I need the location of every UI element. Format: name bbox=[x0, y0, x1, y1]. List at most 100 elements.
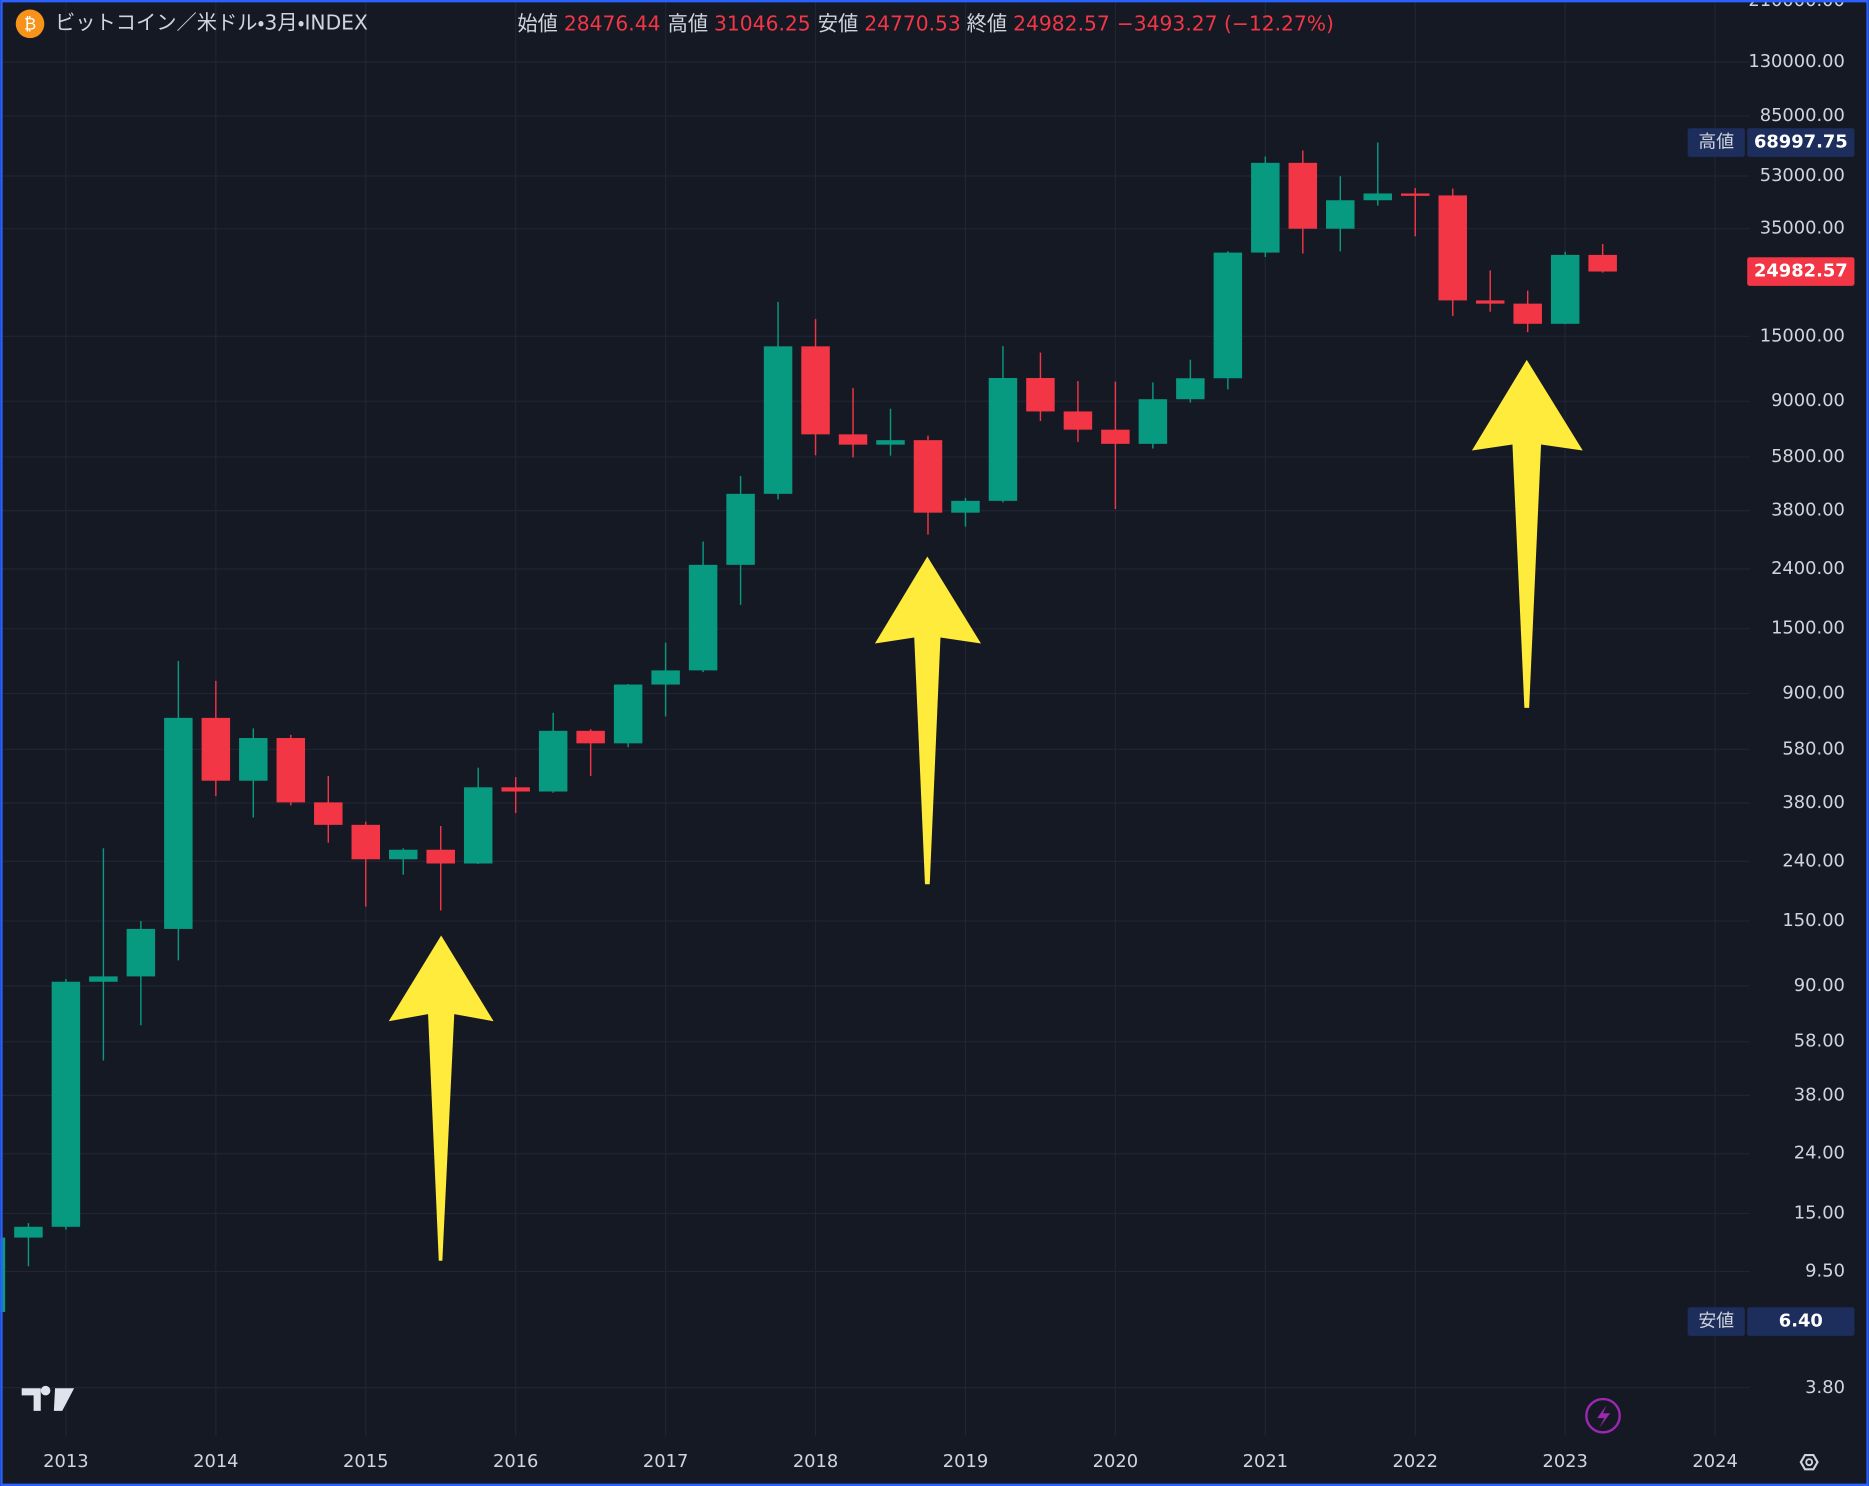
candle-body bbox=[1101, 429, 1130, 444]
candle-body bbox=[239, 738, 268, 781]
x-tick-label: 2013 bbox=[43, 1451, 88, 1472]
y-tick-label: 9000.00 bbox=[1771, 390, 1845, 411]
candle-body bbox=[988, 378, 1018, 501]
candle-body bbox=[763, 346, 793, 494]
candle-body bbox=[913, 440, 943, 513]
candle-body bbox=[164, 717, 193, 929]
candle-body bbox=[726, 493, 755, 565]
candle-body bbox=[1326, 200, 1355, 229]
y-tick-label: 24.00 bbox=[1794, 1143, 1845, 1164]
candle-body bbox=[1288, 162, 1318, 229]
lightning-button[interactable] bbox=[1585, 1397, 1621, 1434]
y-tick-label: 90.00 bbox=[1794, 975, 1845, 996]
y-tick-label: 900.00 bbox=[1782, 683, 1845, 704]
candle-body bbox=[1363, 193, 1393, 201]
candle-body bbox=[576, 730, 605, 744]
candle-body bbox=[1213, 252, 1243, 379]
tradingview-logo bbox=[21, 1385, 75, 1411]
y-tick-label: 5800.00 bbox=[1771, 446, 1845, 467]
y-tick-label: 35000.00 bbox=[1760, 218, 1845, 239]
candle-body bbox=[89, 976, 118, 982]
x-tick-label: 2022 bbox=[1393, 1451, 1438, 1472]
candle-body bbox=[538, 730, 568, 792]
candle-body bbox=[463, 787, 493, 864]
price-tag-label-box bbox=[1687, 1307, 1745, 1336]
candle-body bbox=[951, 500, 980, 513]
candle-body bbox=[501, 787, 530, 792]
settings-button[interactable] bbox=[1799, 1453, 1819, 1471]
candle-body bbox=[389, 849, 418, 860]
logo bbox=[21, 1385, 75, 1411]
y-tick-label: 85000.00 bbox=[1760, 105, 1845, 126]
x-tick-label: 2023 bbox=[1542, 1451, 1587, 1472]
legend-close-label: 終値 bbox=[967, 12, 1008, 36]
legend-high-value: 31046.25 bbox=[714, 12, 811, 36]
y-tick-label: 15000.00 bbox=[1760, 325, 1845, 346]
legend-open-value: 28476.44 bbox=[564, 12, 661, 36]
legend-change: −3493.27 (−12.27%) bbox=[1117, 12, 1334, 36]
candle-body bbox=[1513, 303, 1542, 324]
candle-body bbox=[426, 849, 455, 864]
y-tick-label: 580.00 bbox=[1782, 738, 1845, 759]
candle-body bbox=[201, 717, 231, 781]
x-tick-label: 2019 bbox=[943, 1451, 988, 1472]
legend-high-label: 高値 bbox=[668, 12, 709, 36]
x-tick-label: 2024 bbox=[1692, 1451, 1737, 1472]
candle-body bbox=[1475, 300, 1505, 304]
x-tick-label: 2016 bbox=[493, 1451, 538, 1472]
candle-body bbox=[14, 1226, 43, 1238]
grid bbox=[0, 0, 1750, 1436]
x-tick-label: 2015 bbox=[343, 1451, 388, 1472]
x-tick-label: 2014 bbox=[193, 1451, 238, 1472]
candle-body bbox=[1138, 399, 1168, 444]
y-tick-label: 58.00 bbox=[1794, 1031, 1845, 1052]
price-tag-label: 高値 bbox=[1698, 132, 1734, 153]
candle-body bbox=[613, 684, 643, 744]
candle-body bbox=[1401, 193, 1430, 196]
candles bbox=[0, 142, 1617, 1313]
y-tick-label: 15.00 bbox=[1794, 1202, 1845, 1223]
candle-body bbox=[876, 440, 905, 445]
y-tick-label: 38.00 bbox=[1794, 1084, 1845, 1105]
settings-icon[interactable] bbox=[1799, 1453, 1819, 1471]
y-tick-label: 240.00 bbox=[1782, 850, 1845, 871]
y-tick-label: 2400.00 bbox=[1771, 558, 1845, 579]
lightning-icon[interactable] bbox=[1597, 1404, 1611, 1428]
price-tag-box bbox=[1747, 257, 1855, 286]
candle-body bbox=[801, 346, 830, 435]
lightning-ring[interactable] bbox=[1585, 1397, 1621, 1434]
arrow bbox=[874, 556, 981, 885]
arrow bbox=[1471, 359, 1583, 708]
annotations bbox=[388, 359, 1583, 1261]
legend: ₿ ビットコイン／米ドル・3月・INDEX 始値 28476.44 高値 310… bbox=[15, 9, 1334, 39]
bitcoin-icon-glyph: ₿ bbox=[24, 15, 36, 34]
candle-body bbox=[351, 824, 381, 860]
x-tick-label: 2017 bbox=[643, 1451, 688, 1472]
symbol-title[interactable]: ビットコイン／米ドル・3月・INDEX bbox=[55, 10, 368, 34]
price-tag-label-box bbox=[1687, 128, 1745, 157]
price-tag-label: 安値 bbox=[1698, 1311, 1734, 1332]
candle-body bbox=[1063, 411, 1093, 430]
y-tick-label: 9.50 bbox=[1805, 1260, 1845, 1281]
candle-body bbox=[838, 434, 868, 445]
settings-icon-center[interactable] bbox=[1805, 1458, 1814, 1467]
candle-body bbox=[1251, 162, 1280, 253]
candle-body bbox=[51, 981, 81, 1227]
y-tick-label: 130000.00 bbox=[1748, 51, 1845, 72]
candle-body bbox=[1550, 254, 1580, 324]
x-tick-label: 2021 bbox=[1243, 1451, 1288, 1472]
candle-body bbox=[1588, 254, 1617, 272]
candle-body bbox=[1176, 378, 1205, 400]
bitcoin-icon bbox=[15, 9, 45, 39]
y-tick-label: 1500.00 bbox=[1771, 618, 1845, 639]
candle-body bbox=[651, 670, 680, 685]
price-tag-value: 68997.75 bbox=[1754, 132, 1848, 153]
y-tick-label: 210000.00 bbox=[1748, 0, 1845, 11]
price-tag-value: 24982.57 bbox=[1754, 261, 1848, 282]
arrow bbox=[388, 935, 494, 1261]
y-tick-label: 150.00 bbox=[1782, 910, 1845, 931]
y-tick-label: 53000.00 bbox=[1760, 165, 1845, 186]
